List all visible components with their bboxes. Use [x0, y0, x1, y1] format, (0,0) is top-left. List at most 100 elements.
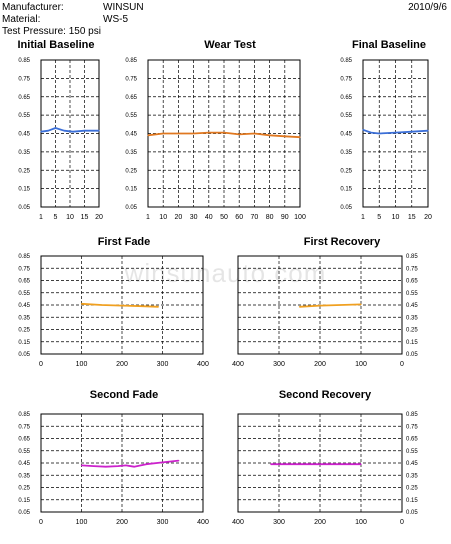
- chart-title: Final Baseline: [352, 39, 426, 51]
- chart-5: First Recovery 0.85 0.75 0.65 0.55 0.45 0.35 0.…: [232, 236, 418, 368]
- data-point: [362, 129, 364, 131]
- y-tick-label: 0.75: [406, 424, 418, 430]
- y-tick-label: 0.35: [406, 315, 418, 321]
- data-point: [339, 463, 342, 465]
- x-tick-label: 300: [157, 361, 169, 368]
- y-tick-label: 0.75: [18, 76, 30, 82]
- data-point: [98, 130, 100, 132]
- x-tick-label: 0: [39, 519, 43, 526]
- manufacturer-label: Manufacturer:: [2, 2, 64, 13]
- y-tick-label: 0.75: [125, 76, 137, 82]
- x-tick-label: 1: [146, 214, 150, 221]
- y-tick-label: 0.35: [18, 150, 30, 156]
- y-tick-label: 0.05: [18, 352, 30, 358]
- x-tick-label: 70: [251, 214, 259, 221]
- x-tick-label: 100: [76, 361, 88, 368]
- data-point: [157, 306, 159, 308]
- data-point: [121, 305, 123, 307]
- x-tick-label: 200: [116, 361, 128, 368]
- x-tick-label: 200: [314, 361, 326, 368]
- data-point: [223, 132, 225, 134]
- y-tick-label: 0.05: [406, 352, 418, 358]
- x-tick-label: 300: [273, 361, 285, 368]
- data-point: [284, 135, 286, 137]
- x-tick-label: 10: [159, 214, 167, 221]
- data-point: [177, 132, 179, 135]
- data-point: [270, 463, 272, 465]
- series-line: [362, 128, 429, 135]
- y-tick-label: 0.25: [406, 486, 418, 492]
- x-tick-label: 15: [408, 214, 416, 221]
- x-tick-label: 200: [314, 519, 326, 526]
- data-point: [238, 133, 240, 135]
- material-value: WS-5: [103, 14, 128, 25]
- test-pressure: Test Pressure: 150 psi: [2, 26, 101, 37]
- y-tick-label: 0.05: [18, 510, 30, 516]
- x-tick-label: 100: [76, 519, 88, 526]
- y-tick-label: 0.65: [18, 437, 30, 443]
- data-point: [299, 136, 301, 138]
- x-tick-label: 0: [400, 519, 404, 526]
- data-point: [370, 132, 372, 134]
- y-tick-label: 0.05: [18, 205, 30, 211]
- x-tick-label: 200: [116, 519, 128, 526]
- y-tick-label: 0.55: [18, 291, 30, 297]
- data-point: [141, 305, 143, 307]
- data-point: [319, 463, 321, 465]
- data-point: [193, 132, 195, 135]
- chart-title: Second Recovery: [279, 389, 372, 401]
- x-tick-label: 100: [355, 361, 367, 368]
- data-point: [80, 464, 83, 466]
- manufacturer-value: WINSUN: [103, 2, 144, 13]
- y-tick-label: 0.75: [18, 424, 30, 430]
- data-point: [63, 130, 65, 132]
- y-tick-label: 0.15: [18, 187, 30, 193]
- x-tick-label: 100: [355, 519, 367, 526]
- y-tick-label: 0.65: [406, 437, 418, 443]
- data-point: [40, 131, 42, 133]
- y-tick-label: 0.65: [18, 95, 30, 101]
- data-point: [72, 131, 74, 133]
- x-tick-label: 90: [281, 214, 289, 221]
- y-tick-label: 0.25: [18, 168, 30, 174]
- y-tick-label: 0.55: [18, 113, 30, 119]
- x-tick-label: 50: [220, 214, 228, 221]
- data-point: [117, 465, 119, 467]
- chart-title: Second Fade: [90, 389, 158, 401]
- data-point: [298, 306, 301, 308]
- y-tick-label: 0.25: [406, 328, 418, 334]
- y-tick-label: 0.55: [406, 291, 418, 297]
- data-point: [360, 463, 362, 465]
- y-tick-label: 0.45: [340, 132, 352, 138]
- data-point: [47, 130, 49, 132]
- data-point: [145, 463, 147, 465]
- y-tick-label: 0.45: [18, 303, 30, 309]
- x-tick-label: 1: [361, 214, 365, 221]
- chart-title: Initial Baseline: [17, 39, 94, 51]
- y-tick-label: 0.85: [406, 254, 418, 260]
- x-tick-label: 300: [157, 519, 169, 526]
- x-tick-label: 20: [95, 214, 103, 221]
- chart-3: Final Baseline 0.85 0.75 0.65 0.55 0.45 0.35 0.…: [340, 39, 432, 221]
- series-line: [299, 303, 362, 308]
- data-point: [105, 466, 107, 468]
- x-tick-label: 60: [235, 214, 243, 221]
- y-tick-label: 0.05: [406, 510, 418, 516]
- data-point: [147, 134, 149, 136]
- data-point: [378, 132, 380, 135]
- data-point: [411, 131, 413, 133]
- y-tick-label: 0.45: [18, 461, 30, 467]
- data-point: [133, 466, 135, 468]
- x-tick-label: 80: [266, 214, 274, 221]
- x-tick-label: 5: [377, 214, 381, 221]
- y-tick-label: 0.65: [406, 279, 418, 285]
- data-point: [80, 303, 83, 305]
- y-tick-label: 0.15: [18, 498, 30, 504]
- y-tick-label: 0.15: [18, 340, 30, 346]
- y-tick-label: 0.55: [406, 449, 418, 455]
- x-tick-label: 10: [66, 214, 74, 221]
- x-tick-label: 30: [190, 214, 198, 221]
- y-tick-label: 0.05: [125, 205, 137, 211]
- y-tick-label: 0.35: [406, 473, 418, 479]
- y-tick-label: 0.55: [18, 449, 30, 455]
